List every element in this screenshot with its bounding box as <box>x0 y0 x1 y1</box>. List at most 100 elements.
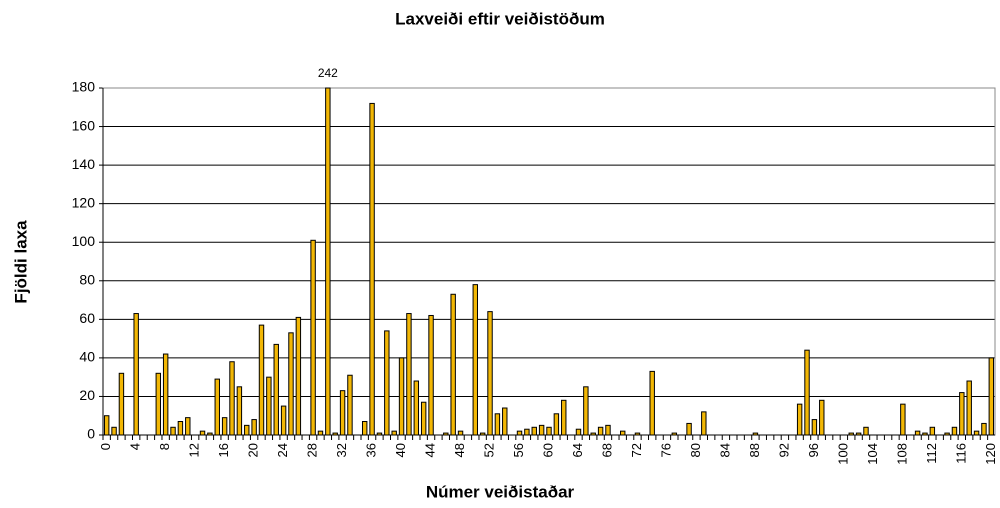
y-tick-label: 160 <box>72 117 96 133</box>
bar <box>701 411 707 436</box>
bar <box>325 87 331 436</box>
value-label: 242 <box>318 66 338 80</box>
x-tick-label: 24 <box>275 443 290 457</box>
bar <box>863 426 869 436</box>
x-tick-label: 60 <box>540 443 555 457</box>
bar <box>516 430 523 436</box>
bar <box>561 399 567 436</box>
bar <box>502 407 508 436</box>
x-axis-label: Númer veiðistaðar <box>426 482 575 501</box>
x-tick-label: 52 <box>481 443 496 457</box>
bar <box>796 403 803 436</box>
x-tick-label: 64 <box>570 443 585 457</box>
bar <box>413 380 420 436</box>
chart-title: Laxveiði eftir veiðistöðum <box>395 9 605 28</box>
bar <box>369 102 375 436</box>
bar <box>317 430 324 436</box>
x-tick-label: 12 <box>187 443 202 457</box>
y-tick-label: 0 <box>87 426 95 442</box>
bar <box>575 428 582 436</box>
x-tick-label: 104 <box>865 443 880 465</box>
bar <box>472 284 478 436</box>
bar <box>620 430 626 436</box>
bar <box>914 430 921 436</box>
bar <box>450 293 456 436</box>
x-tick-label: 40 <box>393 443 408 457</box>
bar <box>251 419 257 436</box>
bar <box>185 417 191 436</box>
bar <box>597 426 604 436</box>
bar <box>959 392 965 436</box>
bar <box>266 376 272 436</box>
bar <box>280 405 287 436</box>
bar <box>531 426 537 436</box>
bar <box>546 426 552 436</box>
bar <box>236 386 243 436</box>
x-tick-label: 44 <box>422 443 437 457</box>
bar <box>384 330 390 436</box>
plot-frame <box>102 87 996 436</box>
y-tick-label: 60 <box>79 310 95 326</box>
bar <box>538 424 545 436</box>
x-tick-label: 68 <box>599 443 614 457</box>
y-tick-label: 80 <box>79 271 95 287</box>
bar <box>420 401 427 436</box>
x-tick-label: 48 <box>452 443 467 457</box>
bar <box>398 357 405 436</box>
x-tick-label: 120 <box>983 443 998 465</box>
x-tick-label: 4 <box>128 443 143 450</box>
bar <box>494 413 501 436</box>
x-tick-label: 20 <box>246 443 261 457</box>
bar <box>103 415 110 436</box>
bar <box>457 430 464 436</box>
bar <box>295 316 302 436</box>
bar <box>929 426 936 436</box>
bar <box>686 422 692 436</box>
bar <box>273 343 279 436</box>
y-tick-label: 120 <box>72 194 96 210</box>
x-tick-label: 32 <box>334 443 349 457</box>
bar <box>951 426 958 436</box>
bar <box>347 374 353 436</box>
bar <box>170 426 176 436</box>
x-tick-label: 8 <box>157 443 172 450</box>
bar <box>199 430 206 436</box>
x-tick-label: 100 <box>835 443 850 465</box>
bar <box>819 399 825 436</box>
x-tick-label: 72 <box>629 443 644 457</box>
bar <box>258 324 265 436</box>
x-tick-label: 84 <box>717 443 732 457</box>
x-tick-label: 36 <box>364 443 379 457</box>
bar <box>524 428 530 436</box>
bar <box>339 390 346 436</box>
y-tick-label: 140 <box>72 156 96 172</box>
bar <box>155 372 162 436</box>
bar <box>288 332 294 436</box>
bar <box>811 419 818 436</box>
bar <box>111 426 117 436</box>
bar <box>428 314 434 436</box>
bar <box>583 386 589 436</box>
bar <box>177 421 184 436</box>
x-tick-label: 116 <box>953 443 968 464</box>
y-tick-label: 180 <box>72 79 96 95</box>
y-axis-label: Fjöldi laxa <box>11 220 30 304</box>
x-tick-label: 28 <box>305 443 320 457</box>
bar <box>649 370 655 436</box>
bar <box>229 361 235 436</box>
bar <box>804 349 810 436</box>
bar <box>118 372 125 436</box>
bar <box>553 413 560 436</box>
bar <box>605 424 611 436</box>
bar <box>214 378 220 436</box>
x-tick-label: 108 <box>894 443 909 465</box>
bar <box>162 353 169 436</box>
bar <box>391 430 397 436</box>
bar <box>361 421 368 436</box>
x-tick-label: 92 <box>776 443 791 457</box>
bar <box>966 380 972 436</box>
bar <box>900 403 906 436</box>
y-tick-label: 40 <box>79 349 95 365</box>
bar <box>221 417 228 436</box>
